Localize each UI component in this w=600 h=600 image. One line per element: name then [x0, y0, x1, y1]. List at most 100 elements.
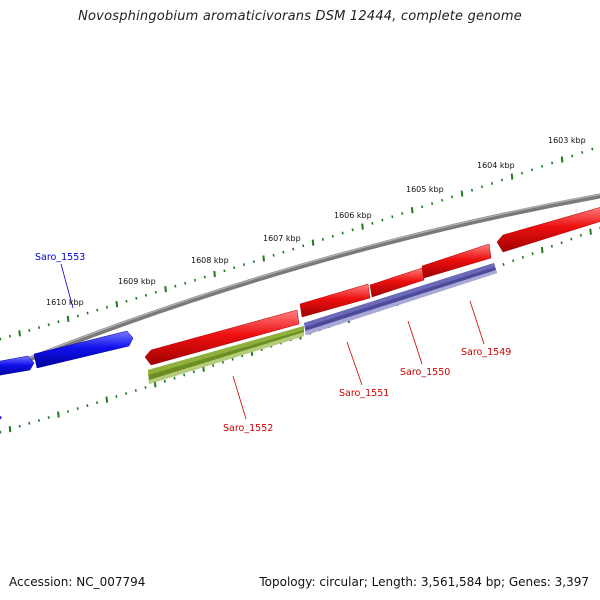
lower-minor-tick [0, 430, 2, 434]
upper-minor-tick [135, 296, 138, 300]
gene-label-saro-1551[interactable]: Saro_1551 [339, 388, 389, 399]
leader-saro-1551 [346, 341, 363, 386]
lower-minor-tick [76, 407, 79, 410]
genome-backbone-highlight [0, 193, 600, 371]
upper-minor-tick [490, 182, 494, 185]
gene-arrow-blue[interactable] [0, 355, 35, 376]
upper-minor-tick [591, 147, 594, 151]
upper-major-tick [18, 330, 21, 337]
lower-major-tick [8, 426, 12, 433]
gene-label-saro-1552[interactable]: Saro_1552 [223, 423, 273, 434]
gene-arrow-red-5[interactable] [496, 206, 600, 253]
upper-minor-tick [193, 278, 197, 282]
upper-major-tick [115, 301, 119, 308]
gene-arrow-red-4[interactable] [421, 243, 492, 279]
lower-major-tick [540, 246, 544, 254]
upper-minor-tick [37, 326, 41, 329]
upper-major-tick [262, 255, 265, 262]
lower-minor-tick [579, 233, 582, 237]
upper-minor-tick [282, 250, 285, 254]
upper-major-tick [164, 286, 167, 293]
lower-minor-tick [173, 376, 176, 380]
lower-minor-tick [144, 386, 147, 389]
gene-arrow-blue-edge[interactable] [0, 414, 2, 427]
upper-minor-tick [292, 247, 295, 251]
lower-minor-tick [512, 259, 515, 263]
leader-saro-1552 [232, 375, 247, 420]
gene-arrow-saro-1552-shade [149, 332, 304, 384]
upper-minor-tick [371, 221, 374, 225]
gene-label-saro-1553[interactable]: Saro_1553 [35, 252, 85, 263]
upper-minor-tick [541, 164, 544, 168]
upper-major-tick [510, 173, 514, 180]
upper-minor-tick [184, 281, 187, 285]
upper-minor-tick [500, 178, 504, 182]
lower-minor-tick [125, 392, 128, 395]
upper-minor-tick [174, 284, 177, 288]
upper-major-tick [213, 270, 216, 278]
upper-minor-tick [401, 212, 404, 215]
gene-label-saro-1550[interactable]: Saro_1550 [400, 367, 450, 378]
upper-major-tick [66, 315, 70, 322]
lower-minor-tick [550, 244, 553, 248]
upper-minor-tick [86, 311, 89, 315]
genome-title: Novosphingobium aromaticivorans DSM 1244… [78, 9, 522, 24]
lower-minor-tick [115, 395, 118, 398]
lower-minor-tick [570, 237, 573, 241]
upper-minor-tick [571, 154, 574, 158]
upper-minor-tick [223, 269, 226, 273]
upper-minor-tick [145, 293, 148, 297]
upper-minor-tick [470, 188, 474, 192]
upper-minor-tick [203, 275, 206, 279]
lower-minor-tick [212, 364, 215, 367]
genome-summary-label: Topology: circular; Length: 3,561,584 bp… [259, 575, 589, 589]
gene-arrow-saro-1553[interactable] [33, 330, 134, 369]
lower-major-tick [589, 228, 592, 235]
lower-major-tick [105, 396, 109, 403]
upper-minor-tick [233, 266, 236, 270]
upper-minor-tick [125, 299, 128, 303]
lower-major-tick [153, 381, 157, 388]
upper-minor-tick [450, 195, 454, 199]
lower-minor-tick [502, 263, 505, 266]
upper-minor-tick [105, 305, 109, 309]
lower-minor-tick [86, 404, 89, 408]
upper-minor-tick [421, 205, 424, 209]
upper-minor-tick [480, 185, 484, 189]
upper-minor-tick [28, 329, 31, 332]
lower-minor-tick [134, 389, 137, 392]
upper-minor-tick [252, 260, 255, 263]
leader-saro-1553 [60, 263, 74, 309]
upper-major-tick [560, 156, 564, 163]
upper-major-tick [361, 223, 364, 230]
upper-minor-tick [321, 238, 324, 241]
gene-arrow-saro-1552-red[interactable] [144, 309, 300, 366]
kbp-label-1610: 1610 kbp [46, 298, 84, 307]
kbp-label-1605: 1605 kbp [406, 185, 444, 194]
upper-minor-tick [391, 215, 394, 219]
accession-label: Accession: NC_007794 [9, 575, 146, 589]
gene-label-saro-1549[interactable]: Saro_1549 [461, 347, 511, 358]
lower-minor-tick [47, 416, 50, 419]
upper-minor-tick [520, 171, 524, 175]
gene-arrow-red-3[interactable] [369, 267, 425, 298]
genome-backbone [0, 193, 600, 374]
lower-minor-tick [28, 421, 31, 425]
upper-minor-tick [302, 244, 305, 248]
lower-minor-tick [37, 419, 41, 422]
upper-minor-tick [76, 314, 79, 318]
gene-arrow-red-2[interactable] [299, 283, 371, 318]
gene-arrow-saro-1552-highlight [148, 326, 304, 375]
upper-major-tick [460, 190, 464, 197]
upper-minor-tick [243, 263, 246, 267]
upper-minor-tick [8, 334, 12, 338]
upper-minor-tick [381, 218, 384, 222]
lower-minor-tick [531, 252, 534, 256]
upper-minor-tick [341, 231, 344, 235]
upper-minor-tick [331, 234, 334, 238]
kbp-label-1603: 1603 kbp [548, 136, 586, 145]
kbp-label-1609: 1609 kbp [118, 277, 156, 286]
lower-minor-tick [192, 370, 195, 374]
